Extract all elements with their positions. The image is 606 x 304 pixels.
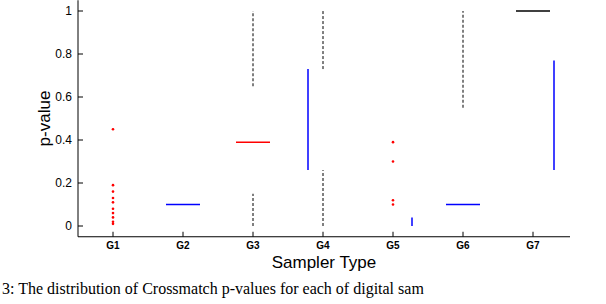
outlier [392, 141, 395, 144]
whisker [323, 170, 324, 226]
box [553, 60, 555, 170]
outlier [392, 199, 395, 202]
outlier [112, 197, 115, 200]
y-axis-label: p-value [35, 91, 54, 147]
x-tick [323, 232, 324, 237]
outlier [112, 223, 115, 226]
y-tick [78, 54, 83, 55]
plot-marks [112, 11, 554, 226]
x-tick-label: G2 [176, 240, 190, 251]
x-tick [253, 232, 254, 237]
whisker [253, 11, 254, 86]
chart: 0 0.2 0.4 0.6 0.8 1 G1 G2 G3 G4 G5 G6 G7 p-value Sampl… [0, 0, 606, 304]
x-tick-label: G7 [526, 240, 540, 251]
outlier [112, 208, 115, 211]
box [411, 217, 413, 226]
caption: 3: The distribution of Crossmatch p-valu… [2, 280, 424, 298]
x-tick-label: G4 [316, 240, 330, 251]
x-axis [78, 236, 570, 237]
y-tick [78, 226, 83, 227]
y-tick-label: 1 [65, 4, 72, 18]
y-tick-label: 0 [65, 219, 72, 233]
y-tick [78, 11, 83, 12]
outlier [112, 128, 115, 131]
x-tick [393, 232, 394, 237]
outlier [112, 216, 115, 219]
x-tick-label: G6 [456, 240, 470, 251]
median [236, 141, 270, 143]
whisker [253, 194, 254, 226]
x-tick [183, 232, 184, 237]
x-tick-label: G1 [106, 240, 120, 251]
outlier [112, 212, 115, 215]
y-axis [78, 0, 79, 237]
y-tick [78, 140, 83, 141]
y-tick-label: 0.6 [55, 90, 72, 104]
y-tick-label: 0.8 [55, 47, 72, 61]
outlier [392, 203, 395, 206]
x-tick-label: G3 [246, 240, 260, 251]
outlier [112, 190, 115, 193]
outlier [112, 201, 115, 204]
y-tick-label: 0.4 [55, 133, 72, 147]
whisker [463, 11, 464, 108]
median [516, 10, 550, 12]
x-tick [533, 232, 534, 237]
box [307, 69, 309, 170]
y-tick [78, 183, 83, 184]
outlier [392, 160, 395, 163]
y-tick-label: 0.2 [55, 176, 72, 190]
whisker [323, 11, 324, 69]
x-tick-label: G5 [386, 240, 400, 251]
x-tick [113, 232, 114, 237]
x-axis-label: Sampler Type [272, 253, 377, 272]
y-tick [78, 97, 83, 98]
x-tick [463, 232, 464, 237]
median [166, 204, 200, 206]
outlier [112, 184, 115, 187]
median [446, 204, 480, 206]
